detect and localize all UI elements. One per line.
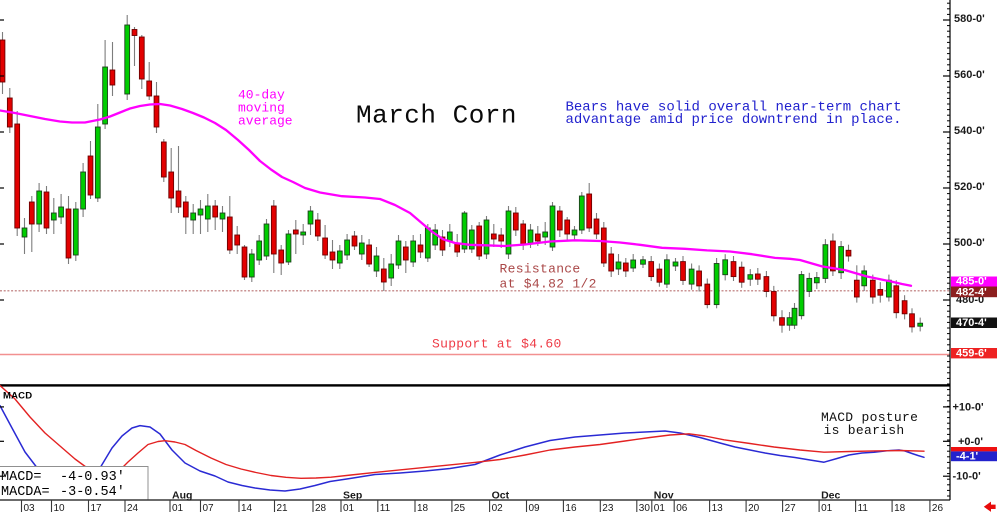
svg-text:MACDA=-3-0.54': MACDA= -3-0.54' [1,485,125,500]
svg-text:06: 06 [676,503,688,514]
svg-text:17: 17 [91,503,103,514]
svg-text:25: 25 [454,503,466,514]
svg-text:07: 07 [203,503,215,514]
svg-text:520-0': 520-0' [954,181,985,193]
svg-text:459-6': 459-6' [956,348,987,360]
svg-text:18: 18 [417,503,429,514]
svg-text:March Corn: March Corn [356,101,517,131]
svg-text:28: 28 [315,503,327,514]
svg-text:Dec: Dec [821,490,840,502]
svg-text:MACD posture: MACD posture [821,410,918,425]
svg-text:482-4': 482-4' [956,286,987,298]
svg-text:485-0': 485-0' [956,276,987,288]
svg-text:Bears have solid overall near-: Bears have solid overall near-term chart [566,100,902,116]
svg-text:30: 30 [639,503,651,514]
svg-text:-10-0': -10-0' [953,470,982,482]
svg-text:03: 03 [24,503,36,514]
svg-text:01: 01 [343,503,355,514]
svg-text:02: 02 [492,503,504,514]
svg-text:14: 14 [241,503,253,514]
svg-text:Support at $4.60: Support at $4.60 [432,337,562,352]
svg-text:11: 11 [858,503,869,514]
svg-text:11: 11 [380,503,391,514]
svg-text:24: 24 [127,503,139,514]
svg-text:01: 01 [821,503,833,514]
svg-text:21: 21 [277,503,289,514]
svg-text:23: 23 [602,503,614,514]
svg-text:MACD: MACD [3,391,32,402]
svg-text:470-4': 470-4' [956,317,987,329]
svg-text:01: 01 [654,503,666,514]
svg-text:MACD=-4-0.93': MACD= -4-0.93' [1,470,125,485]
svg-text:27: 27 [785,503,797,514]
svg-text:Sep: Sep [343,490,362,502]
svg-text:26: 26 [932,503,944,514]
svg-text:540-0': 540-0' [954,125,985,137]
svg-text:13: 13 [712,503,724,514]
svg-text:560-0': 560-0' [954,69,985,81]
svg-text:40-day: 40-day [238,88,285,103]
svg-text:01: 01 [172,503,184,514]
svg-text:20: 20 [748,503,760,514]
svg-text:Aug: Aug [172,490,192,502]
svg-text:is bearish: is bearish [824,423,905,438]
svg-text:580-0': 580-0' [954,13,985,25]
svg-text:16: 16 [565,503,577,514]
svg-text:+10-0': +10-0' [953,402,984,414]
svg-text:average: average [238,114,293,129]
svg-text:18: 18 [894,503,906,514]
svg-text:10: 10 [54,503,66,514]
svg-text:at $4.82 1/2: at $4.82 1/2 [500,277,597,292]
svg-text:moving: moving [238,101,285,116]
svg-text:Resistance: Resistance [500,262,581,277]
svg-text:09: 09 [529,503,541,514]
svg-text:+0-0': +0-0' [958,436,983,448]
svg-text:Oct: Oct [492,490,510,502]
svg-text:advantage amid price downtrend: advantage amid price downtrend in place. [566,112,902,128]
svg-text:Nov: Nov [654,490,674,502]
svg-text:-4-1': -4-1' [956,450,979,462]
svg-text:500-0': 500-0' [954,237,985,249]
